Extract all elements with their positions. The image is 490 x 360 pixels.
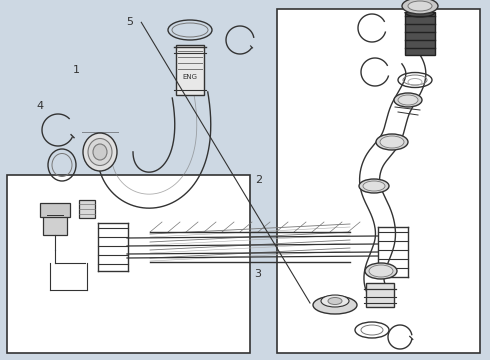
Ellipse shape xyxy=(376,134,408,150)
Bar xyxy=(7,175,250,353)
Ellipse shape xyxy=(365,263,397,279)
Bar xyxy=(176,45,204,95)
Text: 4: 4 xyxy=(37,101,44,111)
Ellipse shape xyxy=(83,133,117,171)
Text: 1: 1 xyxy=(73,65,79,75)
Bar xyxy=(79,200,95,218)
Ellipse shape xyxy=(328,297,342,305)
Ellipse shape xyxy=(398,95,418,105)
Ellipse shape xyxy=(88,139,112,166)
Text: 3: 3 xyxy=(254,269,261,279)
Ellipse shape xyxy=(380,136,404,148)
Bar xyxy=(405,12,435,55)
Ellipse shape xyxy=(394,93,422,107)
Ellipse shape xyxy=(359,179,389,193)
Ellipse shape xyxy=(363,181,385,191)
Ellipse shape xyxy=(408,1,432,11)
Bar xyxy=(40,203,70,217)
Ellipse shape xyxy=(313,296,357,314)
Text: 2: 2 xyxy=(255,175,262,185)
Bar xyxy=(277,9,480,353)
Text: ENG: ENG xyxy=(182,74,197,80)
Ellipse shape xyxy=(93,144,107,160)
Ellipse shape xyxy=(369,265,393,277)
Bar xyxy=(366,283,394,307)
Ellipse shape xyxy=(402,0,438,14)
Text: 5: 5 xyxy=(126,17,133,27)
Bar xyxy=(43,215,67,235)
Ellipse shape xyxy=(321,295,349,307)
